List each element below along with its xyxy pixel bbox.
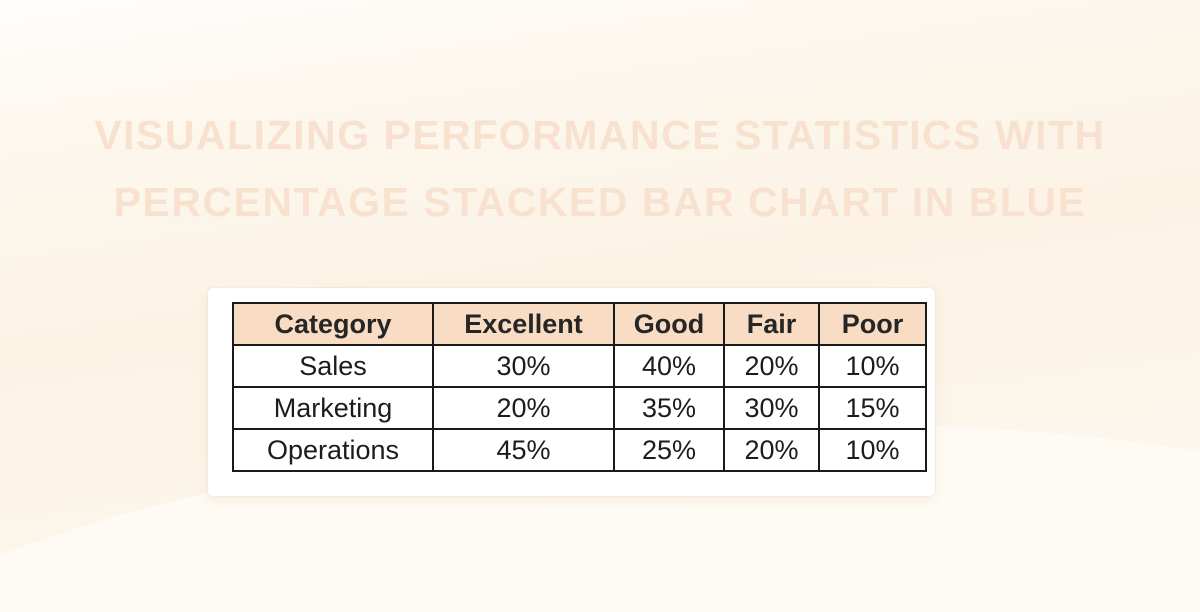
table-row-sales: Sales 30% 40% 20% 10% — [232, 344, 927, 388]
table-cell: 30% — [723, 386, 820, 430]
table-cell: 45% — [432, 428, 615, 472]
page-title-line-1: VISUALIZING PERFORMANCE STATISTICS WITH — [94, 112, 1106, 158]
page-title: VISUALIZING PERFORMANCE STATISTICS WITH … — [0, 102, 1200, 236]
row-label: Operations — [232, 428, 434, 472]
column-header-category: Category — [232, 302, 434, 346]
table-cell: 40% — [613, 344, 725, 388]
table-cell: 20% — [723, 344, 820, 388]
column-header-good: Good — [613, 302, 725, 346]
row-label: Marketing — [232, 386, 434, 430]
table-card: Category Excellent Good Fair Poor Sales … — [208, 288, 935, 496]
table-cell: 35% — [613, 386, 725, 430]
table-cell: 25% — [613, 428, 725, 472]
table-cell: 20% — [432, 386, 615, 430]
column-header-excellent: Excellent — [432, 302, 615, 346]
column-header-poor: Poor — [818, 302, 927, 346]
column-header-fair: Fair — [723, 302, 820, 346]
table-cell: 20% — [723, 428, 820, 472]
table-cell: 10% — [818, 428, 927, 472]
table-cell: 10% — [818, 344, 927, 388]
page-title-line-2: PERCENTAGE STACKED BAR CHART IN BLUE — [113, 179, 1087, 225]
performance-table: Category Excellent Good Fair Poor Sales … — [232, 302, 927, 472]
table-row-marketing: Marketing 20% 35% 30% 15% — [232, 386, 927, 430]
table-cell: 15% — [818, 386, 927, 430]
table-row-operations: Operations 45% 25% 20% 10% — [232, 428, 927, 472]
table-header-row: Category Excellent Good Fair Poor — [232, 302, 927, 346]
table-cell: 30% — [432, 344, 615, 388]
row-label: Sales — [232, 344, 434, 388]
